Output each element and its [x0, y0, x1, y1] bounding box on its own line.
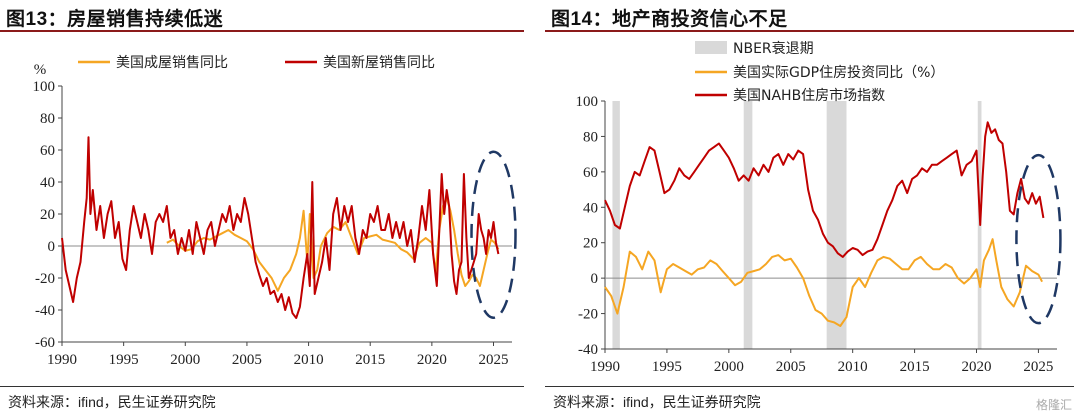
source-rule	[545, 386, 1074, 387]
y-tick-label: -40	[35, 303, 55, 319]
source-rule	[0, 386, 524, 387]
x-tick-label: 2020	[417, 352, 447, 368]
y-tick-label: 0	[48, 239, 56, 255]
chart-builder-confidence: -40 -20 0 20 40 60 80 100 1990 1995 2000 2005 2010 20…	[576, 40, 1062, 375]
x-tick-label: 1990	[590, 359, 620, 375]
y-tick-label: 100	[33, 79, 56, 95]
x-tick-label: 2000	[714, 359, 744, 375]
series-line	[61, 136, 500, 319]
legend-label: 美国新屋销售同比	[323, 55, 435, 71]
y-tick-label: -40	[578, 342, 598, 358]
x-tick-label: 2015	[900, 359, 930, 375]
x-tick-label: 2015	[355, 352, 385, 368]
x-tick-label: 1995	[109, 352, 139, 368]
y-tick-label: 20	[583, 236, 598, 252]
legend-swatch	[695, 41, 727, 54]
y-tick-label: 40	[40, 175, 55, 191]
y-tick-label: 80	[583, 129, 598, 145]
x-tick-label: 2005	[776, 359, 806, 375]
panel-home-sales: 图13：房屋销售持续低迷 -60 -40 -20 0 20 40 60 80 100 1990 19…	[0, 0, 530, 419]
x-tick-label: 2005	[232, 352, 262, 368]
y-tick-label: 40	[583, 200, 598, 216]
highlight-ellipse	[470, 150, 517, 320]
y-tick-label: -60	[35, 335, 55, 351]
source-note: 资料来源：ifind，民生证券研究院	[553, 394, 761, 410]
chart-home-sales: -60 -40 -20 0 20 40 60 80 100 1990 1995 2000 2005 201…	[33, 55, 517, 368]
legend-label: 美国实际GDP住房投资同比（%）	[733, 65, 944, 81]
recession-band	[826, 101, 847, 349]
watermark-text: 格隆汇	[1035, 398, 1072, 412]
y-tick-label: 0	[591, 271, 599, 287]
title-rule	[0, 30, 524, 32]
y-tick-label: 60	[583, 165, 598, 181]
x-tick-label: 1990	[47, 352, 77, 368]
legend-label: 美国成屋销售同比	[116, 55, 228, 71]
y-tick-label: 80	[40, 111, 55, 127]
highlight-ellipse	[1015, 153, 1062, 325]
x-tick-label: 1995	[652, 359, 682, 375]
panel-builder-confidence: 图14：地产商投资信心不足 -40 -20 0 20 40 60 80 100 1990 1995…	[545, 0, 1080, 419]
y-axis-label: %	[34, 62, 47, 78]
series-line	[604, 121, 1045, 258]
x-tick-label: 2010	[838, 359, 868, 375]
y-tick-label: 100	[576, 94, 599, 110]
figure-title: 图14：地产商投资信心不足	[551, 9, 788, 30]
x-tick-label: 2000	[170, 352, 200, 368]
title-rule	[545, 30, 1074, 32]
legend-label: NBER衰退期	[733, 40, 814, 57]
x-tick-label: 2025	[1023, 359, 1053, 375]
x-tick-label: 2020	[962, 359, 992, 375]
x-tick-label: 2010	[294, 352, 324, 368]
series-line	[604, 238, 1043, 327]
y-tick-label: 60	[40, 143, 55, 159]
figure-title: 图13：房屋销售持续低迷	[6, 9, 224, 30]
y-tick-label: -20	[578, 307, 598, 323]
y-tick-label: -20	[35, 271, 55, 287]
y-tick-label: 20	[40, 207, 55, 223]
series-line	[166, 197, 500, 292]
recession-band	[743, 101, 753, 349]
legend-label: 美国NAHB住房市场指数	[733, 87, 885, 104]
x-tick-label: 2025	[479, 352, 509, 368]
source-note: 资料来源：ifind，民生证券研究院	[8, 394, 216, 410]
